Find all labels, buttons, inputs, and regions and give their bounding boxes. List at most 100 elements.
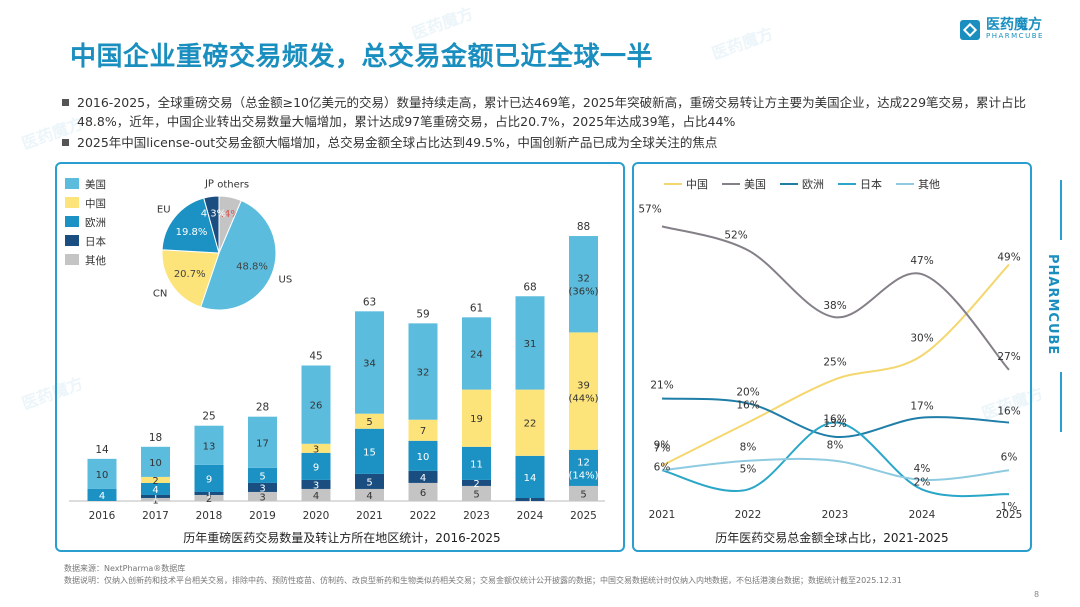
bar-value-label: 2 <box>152 476 158 487</box>
bar-segment-other <box>355 488 384 501</box>
line-value-label: 8% <box>827 440 844 452</box>
bar-segment-cn <box>569 332 598 450</box>
bar-value-label: (36%) <box>568 287 598 298</box>
x-tick-label: 2021 <box>649 509 676 521</box>
bar-segment-eu <box>408 440 438 471</box>
bar-total-label: 28 <box>256 402 269 414</box>
x-tick-label: 2024 <box>517 510 544 522</box>
bar-segment-eu <box>355 428 384 474</box>
bar-value-label: 6 <box>420 488 426 499</box>
bar-value-label: 19 <box>470 414 483 425</box>
bullet-text: 2025年中国license-out交易金额大幅增加，总交易金额全球占比达到49… <box>77 135 718 150</box>
bar-value-label: 3 <box>259 483 265 494</box>
bar-segment-jp <box>515 497 545 501</box>
bar-segment-jp <box>408 470 438 483</box>
bar-value-label: 2 <box>473 479 479 490</box>
line-value-label: 47% <box>910 255 933 267</box>
line-series-line_other <box>661 457 1010 482</box>
pie-value-label: 6.4% <box>214 209 239 220</box>
logo-subtitle: PHARMCUBE <box>986 32 1044 40</box>
bar-value-label: (14%) <box>568 470 598 481</box>
line-chart: 中国 美国 欧洲 日本 其他 7% 16% 25% 30% 49% 57% 52% 38% 47% 27% 2… <box>638 177 1022 545</box>
footer: 数据来源：NextPharma®数据库 数据说明：仅纳入创新药和技术平台相关交易… <box>64 563 902 587</box>
bar-segment-eu <box>462 446 491 480</box>
line-value-label: 2% <box>914 476 931 488</box>
bar-segment-other <box>569 485 598 501</box>
x-tick-label: 2022 <box>735 509 762 521</box>
bar-total-label: 68 <box>523 281 536 293</box>
watermark-logo: 医药魔方 <box>709 23 776 64</box>
bar-value-label: 26 <box>310 401 323 412</box>
bar-value-label: 14 <box>524 473 537 484</box>
bar-segment-other <box>141 497 170 501</box>
bar-segment-other <box>301 488 331 501</box>
legend-label: 其他 <box>918 178 940 191</box>
line-value-label: 27% <box>997 351 1020 363</box>
x-tick-label: 2023 <box>822 509 849 521</box>
bar-segment-cn <box>355 413 384 429</box>
bar-segment-other <box>408 482 438 501</box>
bar-value-label: 22 <box>524 419 537 430</box>
line-value-label: 16% <box>736 399 759 411</box>
bar-segment-us <box>301 365 331 444</box>
x-tick-label: 2024 <box>909 509 936 521</box>
bar-segment-cn <box>462 389 491 447</box>
bar-segment-eu <box>569 449 598 486</box>
bar-value-label: 17 <box>256 438 269 449</box>
bar-total-label: 61 <box>470 302 483 314</box>
bar-value-label: 3 <box>313 444 319 455</box>
bar-value-label: 5 <box>580 489 586 500</box>
line-value-label: 20% <box>736 386 759 398</box>
line-series-line_eu <box>661 397 1010 438</box>
bar-value-label: 9 <box>313 462 319 473</box>
legend-label: 中国 <box>686 178 708 191</box>
bar-segment-us <box>569 236 598 333</box>
bullet-item: 2025年中国license-out交易金额大幅增加，总交易金额全球占比达到49… <box>62 133 1062 152</box>
bar-total-label: 63 <box>363 296 376 308</box>
line-value-label: 16% <box>823 413 846 425</box>
legend-swatch-jp <box>65 235 79 246</box>
bar-value-label: 4 <box>313 491 319 502</box>
logo-name: 医药魔方 <box>986 17 1042 33</box>
legend-swatch-other <box>65 254 79 265</box>
bar-segment-us <box>408 323 438 420</box>
pie-category-label: US <box>279 274 293 285</box>
line-value-label: 1% <box>1001 501 1018 513</box>
side-divider-top <box>1060 180 1062 240</box>
line-series-line_cn <box>661 263 1010 467</box>
bar-segment-cn <box>301 443 331 453</box>
pie-value-label: 20.7% <box>174 269 206 280</box>
legend-label: 日本 <box>860 177 882 191</box>
pie-slice-cn <box>161 249 220 308</box>
line-value-label: 49% <box>997 252 1020 264</box>
line-value-label: 57% <box>638 203 661 215</box>
bar-segment-us <box>141 446 170 477</box>
bar-segment-other <box>248 491 277 501</box>
line-value-label: 4% <box>914 463 931 475</box>
bar-value-label: 13 <box>203 441 216 452</box>
bar-value-label: 4 <box>366 491 372 502</box>
line-value-label: 7% <box>654 443 671 455</box>
side-brand: PHARMCUBE <box>1045 254 1060 355</box>
line-value-label: 30% <box>910 333 933 345</box>
line-value-label: 5% <box>740 463 757 475</box>
bar-value-label: 15 <box>363 447 376 458</box>
bar-value-label: 1 <box>152 495 158 506</box>
bar-segment-us <box>515 296 545 390</box>
legend-label: 中国 <box>85 197 106 210</box>
bar-value-label: 3 <box>313 480 319 491</box>
bar-value-label: 4 <box>152 485 158 496</box>
bar-value-label: 32 <box>577 274 590 285</box>
bullet-text: 2016-2025，全球重磅交易（总金额≥10亿美元的交易）数量持续走高，累计已… <box>77 95 1027 129</box>
line-value-label: 25% <box>823 356 846 368</box>
bar-segment-jp <box>462 479 491 486</box>
bar-chart: 4101420161142101820172191325201833517282… <box>65 178 605 545</box>
bar-value-label: 32 <box>417 368 430 379</box>
side-brand-text: PHARMCUBE <box>1045 254 1060 355</box>
bar-value-label: 4 <box>420 473 426 484</box>
bar-segment-cn <box>515 389 545 456</box>
bar-segment-eu <box>194 464 224 492</box>
line-value-label: 16% <box>997 405 1020 417</box>
x-tick-label: 2018 <box>196 510 223 522</box>
footer-note: 数据说明：仅纳入创新药和技术平台相关交易，排除中药、预防性疫苗、仿制药、改良型新… <box>64 576 902 585</box>
